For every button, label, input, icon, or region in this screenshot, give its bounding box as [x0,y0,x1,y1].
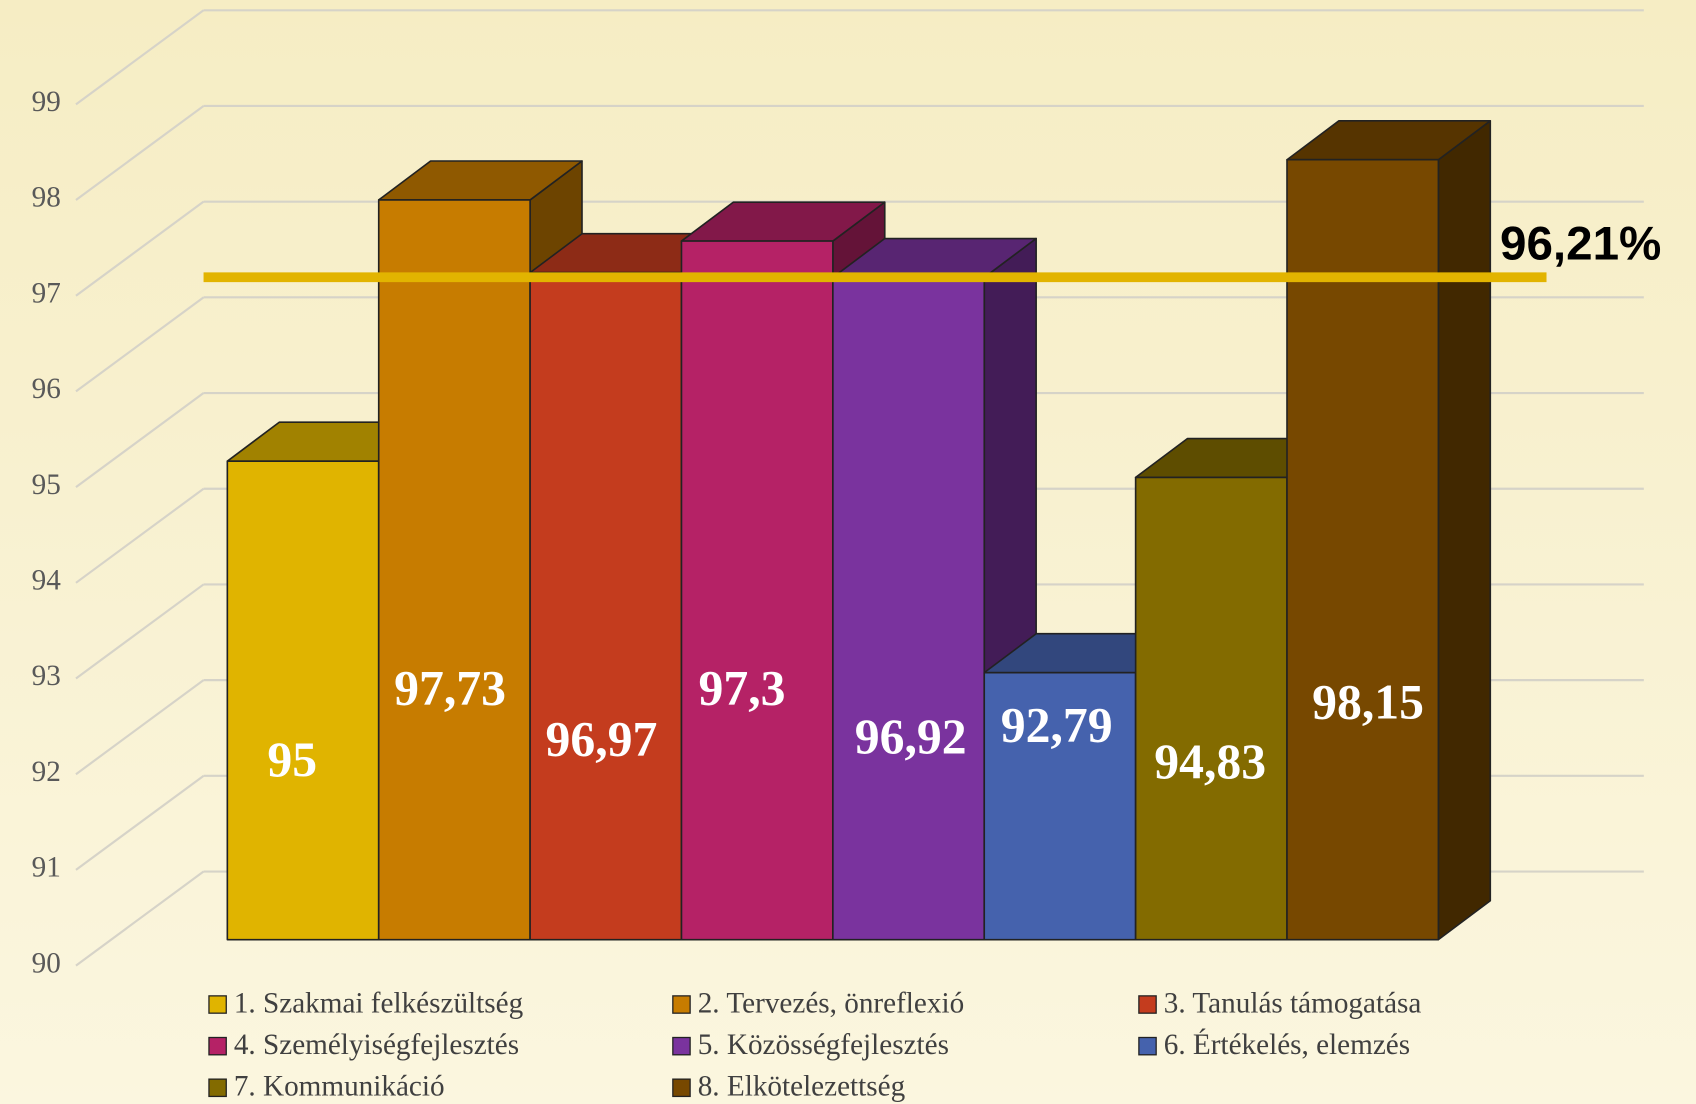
wall-grid-line [75,774,205,871]
y-tick-label: 96 [32,373,61,405]
legend-swatch [208,1078,227,1098]
y-tick-label: 95 [32,469,61,501]
legend-swatch [672,995,691,1014]
y-tick-label: 91 [32,852,61,884]
data-label: 96,97 [546,711,658,766]
legend-label: 3. Tanulás támogatása [1164,987,1422,1019]
data-label: 97,73 [394,661,506,716]
data-label: 95 [267,732,317,787]
legend-swatch [208,1036,227,1056]
wall-grid-line [75,9,205,106]
wall-grid-line [75,487,205,584]
data-label: 94,83 [1154,734,1266,789]
legend-label: 4. Személyiségfejlesztés [234,1029,519,1061]
bar [1134,476,1288,941]
bar [377,199,531,941]
data-label: 96,92 [855,709,967,764]
data-label: 97,3 [699,661,786,716]
y-tick-label: 93 [32,660,61,692]
legend-label: 6. Értékelés, elemzés [1164,1028,1410,1061]
data-label: 98,15 [1312,675,1424,730]
bar [983,671,1137,941]
wall-grid-line [75,870,205,967]
bar [529,271,683,941]
average-label: 96,21% [1500,218,1661,271]
wall-grid-line [75,392,205,488]
y-tick-label: 98 [32,182,61,214]
wall-grid-line [75,200,205,297]
bar [832,276,986,941]
wall-grid-line [75,296,205,393]
legend-swatch [208,995,227,1014]
legend-label: 8. Elkötelezettség [698,1071,906,1103]
legend-label: 7. Kommunikáció [234,1071,445,1103]
legend-swatch [672,1078,691,1098]
wall-grid-line [75,679,205,776]
y-tick-label: 99 [32,86,61,118]
y-tick-label: 94 [32,565,62,597]
legend-swatch [1138,1036,1157,1056]
wall-grid-line [75,105,205,201]
legend-swatch [1138,995,1157,1014]
legend-swatch [672,1036,691,1056]
legend-label: 1. Szakmai felkészültség [234,987,524,1019]
bar [226,460,380,941]
bar [680,240,834,941]
legend-label: 2. Tervezés, önreflexió [698,987,964,1019]
bar [1286,158,1440,941]
y-tick-label: 97 [32,277,61,309]
y-tick-label: 92 [32,756,61,788]
legend-label: 5. Közösségfejlesztés [698,1029,949,1061]
y-tick-label: 90 [32,947,61,979]
wall-grid-line [75,583,205,680]
data-label: 92,79 [1001,697,1113,752]
bar-side [1437,119,1492,941]
